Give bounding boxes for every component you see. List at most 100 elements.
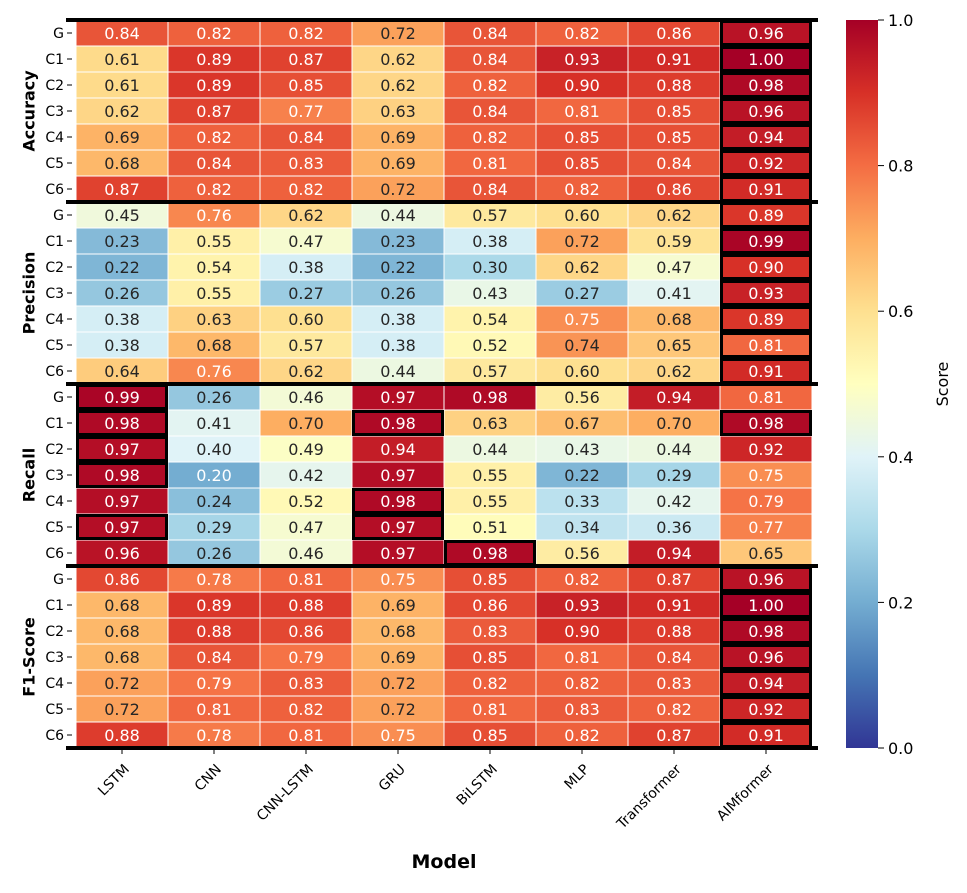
cell-value: 0.97 [104, 440, 140, 459]
heatmap-cell [627, 253, 721, 281]
colorbar-label: Score [933, 362, 952, 407]
cell-value: 0.90 [564, 76, 600, 95]
cell-value: 0.72 [380, 180, 416, 199]
heatmap-cell [351, 487, 445, 515]
heatmap-cell [535, 591, 629, 619]
cell-value: 0.69 [380, 596, 416, 615]
row-label: C4 [45, 676, 64, 692]
cell-value: 0.70 [288, 414, 324, 433]
row-label: C3 [45, 286, 64, 302]
cell-value: 0.84 [656, 154, 692, 173]
cell-value: 0.77 [748, 518, 784, 537]
cell-value: 0.57 [288, 336, 324, 355]
heatmap-cell [351, 45, 445, 73]
heatmap-cell [443, 617, 537, 645]
cell-value: 0.87 [656, 726, 692, 745]
heatmap-cell [535, 383, 629, 411]
cell-value: 0.45 [104, 206, 140, 225]
heatmap-cell [259, 357, 353, 385]
cell-value: 0.57 [472, 362, 508, 381]
heatmap-cell [351, 331, 445, 359]
heatmap-cell [443, 565, 537, 593]
cell-value: 0.83 [288, 674, 324, 693]
heatmap-cell [627, 97, 721, 125]
row-label: C5 [45, 702, 64, 718]
cell-value: 0.23 [380, 232, 416, 251]
cell-value: 0.89 [196, 50, 232, 69]
max-highlight [720, 332, 812, 358]
cell-value: 0.30 [472, 258, 508, 277]
heatmap-cell [351, 279, 445, 307]
heatmap-cell [75, 643, 169, 671]
row-label: C2 [45, 78, 64, 94]
cell-value: 0.55 [196, 284, 232, 303]
max-highlight [720, 306, 812, 332]
cell-value: 0.68 [104, 596, 140, 615]
heatmap-cell [75, 279, 169, 307]
cell-value: 0.47 [288, 232, 324, 251]
cell-value: 0.97 [380, 544, 416, 563]
heatmap-cell [535, 539, 629, 567]
column-label: CNN [192, 762, 225, 795]
cell-value: 0.98 [104, 466, 140, 485]
cell-value: 0.82 [564, 570, 600, 589]
heatmap-cell [535, 253, 629, 281]
cell-value: 0.82 [656, 700, 692, 719]
cell-value: 0.60 [288, 310, 324, 329]
heatmap-cell [535, 71, 629, 99]
heatmap-cell [627, 461, 721, 489]
heatmap-cell [535, 331, 629, 359]
group-label: Recall [20, 448, 39, 502]
cell-value: 0.92 [748, 440, 784, 459]
row-label: C2 [45, 442, 64, 458]
heatmap-cell [167, 19, 261, 47]
cell-value: 0.41 [196, 414, 232, 433]
cell-value: 0.85 [656, 102, 692, 121]
cell-value: 0.93 [748, 284, 784, 303]
cell-value: 0.60 [564, 362, 600, 381]
cell-value: 0.88 [196, 622, 232, 641]
colorbar-tick-label: 0.6 [888, 302, 913, 321]
cell-value: 0.94 [656, 388, 692, 407]
cell-value: 0.29 [656, 466, 692, 485]
heatmap-cell [167, 227, 261, 255]
cell-value: 0.72 [564, 232, 600, 251]
cell-value: 0.56 [564, 388, 600, 407]
heatmap-cell [443, 721, 537, 749]
cell-value: 0.40 [196, 440, 232, 459]
cell-value: 0.77 [288, 102, 324, 121]
cell-value: 0.82 [472, 674, 508, 693]
cell-value: 0.81 [196, 700, 232, 719]
cell-value: 0.83 [472, 622, 508, 641]
cell-value: 0.26 [380, 284, 416, 303]
cell-value: 0.62 [288, 206, 324, 225]
heatmap-cell [719, 149, 813, 177]
heatmap-cell [535, 149, 629, 177]
max-highlight [720, 670, 812, 696]
cell-value: 0.38 [104, 310, 140, 329]
cell-value: 0.84 [656, 648, 692, 667]
column-label: AIMformer [714, 761, 777, 824]
heatmap-cell [535, 695, 629, 723]
heatmap-cell [535, 175, 629, 203]
heatmap-cell [443, 487, 537, 515]
group-label: Accuracy [20, 70, 39, 152]
heatmap-cell [351, 435, 445, 463]
cell-value: 0.84 [472, 180, 508, 199]
heatmap-cell [351, 97, 445, 125]
cell-value: 0.81 [564, 102, 600, 121]
cell-value: 0.98 [748, 76, 784, 95]
cell-value: 0.20 [196, 466, 232, 485]
row-label: C1 [45, 52, 64, 68]
heatmap-cell [627, 331, 721, 359]
heatmap-cell [351, 71, 445, 99]
row-label: C5 [45, 338, 64, 354]
cell-value: 0.82 [196, 180, 232, 199]
cell-value: 0.97 [380, 466, 416, 485]
cell-value: 0.85 [656, 128, 692, 147]
cell-value: 0.88 [288, 596, 324, 615]
cell-value: 0.84 [196, 648, 232, 667]
cell-value: 0.47 [288, 518, 324, 537]
max-highlight [720, 410, 812, 436]
